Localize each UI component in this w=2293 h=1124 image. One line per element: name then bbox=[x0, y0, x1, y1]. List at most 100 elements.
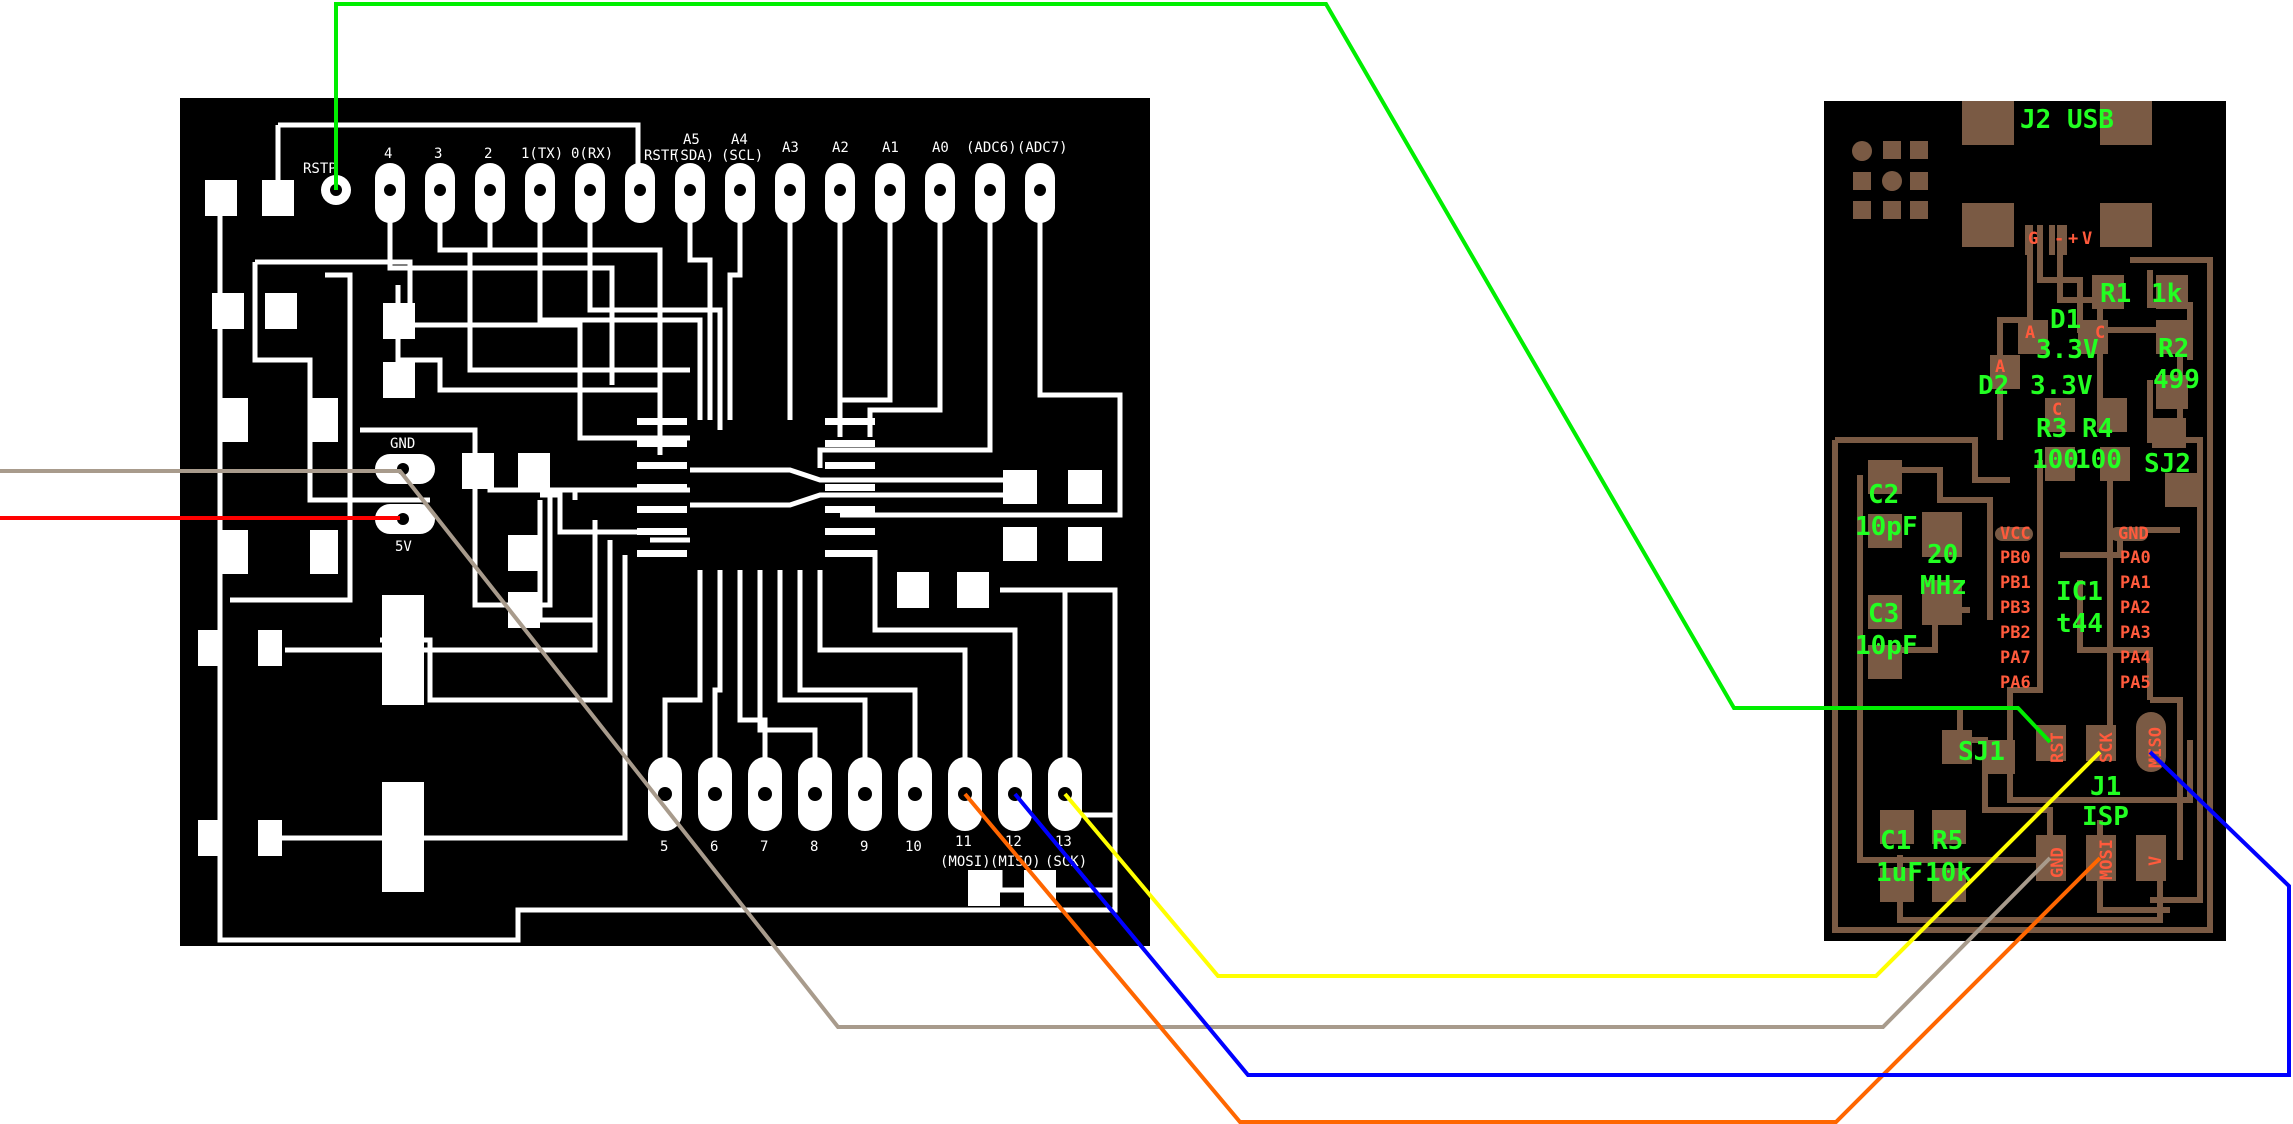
ic-pin-pb0: PB0 bbox=[2000, 548, 2031, 568]
label-c1-value: 1uF bbox=[1876, 858, 1923, 888]
label-adc7: (ADC7) bbox=[1017, 140, 1068, 156]
label-d1-value: 3.3V bbox=[2036, 335, 2099, 365]
label-d1: D1 bbox=[2050, 305, 2081, 335]
sck-wire bbox=[1063, 750, 2102, 978]
left-side-labels: GND 5V bbox=[390, 436, 415, 555]
d2-pin-c: C bbox=[2052, 400, 2062, 420]
ic-pin-pa2: PA2 bbox=[2120, 598, 2151, 618]
label-r4-value: 100 bbox=[2075, 445, 2122, 475]
label-d2: D2 bbox=[1978, 371, 2009, 401]
mosi-wire bbox=[963, 792, 2102, 1124]
ic-pin-pa6: PA6 bbox=[2000, 673, 2031, 693]
ic-pin-pb2: PB2 bbox=[2000, 623, 2031, 643]
label-c2: C2 bbox=[1868, 480, 1899, 510]
label-pin-2: 2 bbox=[484, 146, 492, 162]
left-power-pins bbox=[375, 454, 435, 534]
label-j1: J1 bbox=[2090, 772, 2121, 802]
label-j2-usb: J2 USB bbox=[2020, 105, 2114, 135]
label-pin-10: 10 bbox=[905, 839, 922, 855]
ic-pin-pa7: PA7 bbox=[2000, 648, 2031, 668]
label-pin-1-tx: 1(TX) bbox=[521, 146, 563, 162]
left-board-pads bbox=[198, 180, 1102, 906]
usb-pin-g: G bbox=[2028, 229, 2038, 249]
label-a5: A5 bbox=[683, 132, 700, 148]
label-c3: C3 bbox=[1868, 599, 1899, 629]
usb-pin-v: V bbox=[2082, 229, 2092, 249]
label-j1-isp: ISP bbox=[2082, 802, 2129, 832]
right-board: G - + V A C A C VCC PB0 PB1 PB3 PB2 PA7 … bbox=[1824, 101, 2226, 941]
ic-pin-vcc: VCC bbox=[2000, 524, 2031, 544]
label-pin-7: 7 bbox=[760, 839, 768, 855]
label-d2-value: 3.3V bbox=[2030, 371, 2093, 401]
label-gnd: GND bbox=[390, 436, 415, 452]
label-5v: 5V bbox=[395, 539, 412, 555]
ic-pin-pa3: PA3 bbox=[2120, 623, 2151, 643]
d1-pin-a: A bbox=[2025, 323, 2035, 343]
label-pin-0-rx: 0(RX) bbox=[571, 146, 613, 162]
usb-pin-minus: - bbox=[2054, 229, 2064, 249]
ic-pin-gnd: GND bbox=[2118, 524, 2149, 544]
label-mosi: (MOSI) bbox=[940, 854, 991, 870]
label-pin-9: 9 bbox=[860, 839, 868, 855]
label-pin-8: 8 bbox=[810, 839, 818, 855]
label-scl: (SCL) bbox=[721, 148, 763, 164]
ground-wire bbox=[0, 469, 2052, 1029]
ic-pin-pa5: PA5 bbox=[2120, 673, 2151, 693]
label-adc6: (ADC6) bbox=[966, 140, 1017, 156]
label-a4: A4 bbox=[731, 132, 748, 148]
label-sda: (SDA) bbox=[672, 148, 714, 164]
label-r2: R2 bbox=[2158, 334, 2189, 364]
label-crystal-unit: MHz bbox=[1920, 571, 1967, 601]
label-r2-value: 499 bbox=[2153, 365, 2200, 395]
label-r3: R3 bbox=[2036, 414, 2067, 444]
label-r1: R1 bbox=[2100, 279, 2131, 309]
left-top-header-pins bbox=[321, 163, 1055, 223]
label-a3: A3 bbox=[782, 140, 799, 156]
label-pin-6: 6 bbox=[710, 839, 718, 855]
isp-pin-miso: MISO bbox=[2146, 727, 2166, 768]
isp-pin-mosi: MOSI bbox=[2097, 839, 2117, 880]
isp-pin-sck: SCK bbox=[2097, 732, 2117, 763]
ic-pin-pa0: PA0 bbox=[2120, 548, 2151, 568]
label-pin-4: 4 bbox=[384, 146, 392, 162]
left-board-traces bbox=[217, 122, 1123, 943]
reset-wire bbox=[334, 2, 2052, 744]
ic-pin-pb3: PB3 bbox=[2000, 598, 2031, 618]
label-crystal: 20 bbox=[1927, 540, 1958, 570]
label-a1: A1 bbox=[882, 140, 899, 156]
label-ic1: IC1 bbox=[2056, 577, 2103, 607]
right-board-pads bbox=[1852, 101, 2199, 902]
ic-pin-pa4: PA4 bbox=[2120, 648, 2151, 668]
isp-pin-rst: RST bbox=[2048, 732, 2068, 763]
label-r3-value: 100 bbox=[2032, 445, 2079, 475]
label-r1-value: 1k bbox=[2151, 279, 2183, 309]
ic-pin-pa1: PA1 bbox=[2120, 573, 2151, 593]
left-top-labels: RSTP 4 3 2 1(TX) 0(RX) RSTF A5 (SDA) A4 … bbox=[303, 132, 1068, 177]
label-rstf: RSTF bbox=[644, 148, 678, 164]
label-c3-value: 10pF bbox=[1855, 631, 1918, 661]
isp-pin-v: V bbox=[2146, 856, 2166, 866]
label-pin-11: 11 bbox=[955, 834, 972, 850]
d2-pin-a: A bbox=[1995, 357, 2005, 377]
left-bottom-header-pins bbox=[648, 757, 1082, 831]
label-ic1-value: t44 bbox=[2056, 609, 2103, 639]
miso-wire bbox=[1013, 750, 2291, 1077]
right-board-green-labels: J2 USB R1 1k D1 3.3V R2 D2 3.3V 499 R3 R… bbox=[1855, 105, 2200, 888]
label-r4: R4 bbox=[2082, 414, 2113, 444]
label-a0: A0 bbox=[932, 140, 949, 156]
left-board: RSTP 4 3 2 1(TX) 0(RX) RSTF A5 (SDA) A4 … bbox=[180, 98, 1150, 946]
usb-pin-plus: + bbox=[2068, 229, 2078, 249]
label-r5: R5 bbox=[1932, 826, 1963, 856]
label-pin-5: 5 bbox=[660, 839, 668, 855]
label-sj2: SJ2 bbox=[2144, 449, 2191, 479]
label-c2-value: 10pF bbox=[1855, 512, 1918, 542]
right-board-red-labels: G - + V A C A C VCC PB0 PB1 PB3 PB2 PA7 … bbox=[1995, 229, 2166, 880]
label-pin-3: 3 bbox=[434, 146, 442, 162]
label-sj1: SJ1 bbox=[1958, 737, 2005, 767]
label-r5-value: 10k bbox=[1925, 858, 1972, 888]
label-rstp: RSTP bbox=[303, 161, 337, 177]
isp-pin-gnd: GND bbox=[2048, 847, 2068, 878]
ic-pin-pb1: PB1 bbox=[2000, 573, 2031, 593]
